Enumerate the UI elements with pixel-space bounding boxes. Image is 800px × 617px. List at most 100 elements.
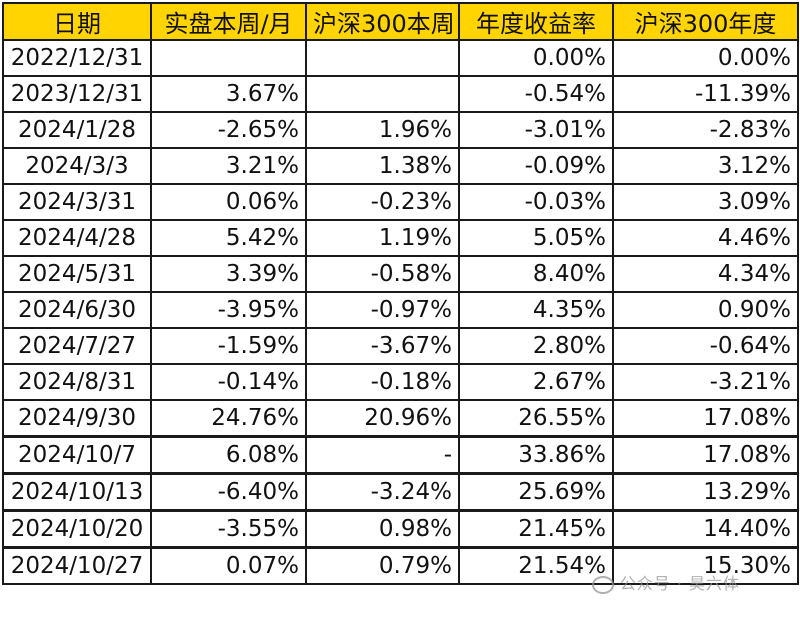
table-row: 2024/1/28 -2.65% 1.96% -3.01% -2.83% bbox=[2, 111, 799, 149]
wechat-icon bbox=[591, 575, 614, 594]
date-cell: 2024/10/27 bbox=[2, 546, 152, 585]
table-row: 2024/3/3 3.21% 1.38% -0.09% 3.12% bbox=[2, 147, 799, 185]
annual-return-cell: 5.05% bbox=[458, 219, 614, 257]
annual-return-cell: -0.54% bbox=[458, 75, 614, 113]
date-cell: 2024/10/7 bbox=[2, 435, 152, 475]
weekly-return-cell: 0.06% bbox=[150, 183, 307, 221]
csi300-annual-cell: 4.34% bbox=[612, 255, 799, 293]
date-cell: 2024/10/13 bbox=[2, 472, 152, 512]
csi300-weekly-cell: -3.67% bbox=[305, 327, 460, 365]
csi300-annual-cell: -2.83% bbox=[612, 111, 799, 149]
weekly-return-cell: -3.95% bbox=[150, 291, 307, 329]
date-cell: 2024/6/30 bbox=[2, 291, 152, 329]
annual-return-cell: 2.67% bbox=[458, 363, 614, 401]
date-cell: 2024/8/31 bbox=[2, 363, 152, 401]
date-cell: 2024/3/3 bbox=[2, 147, 152, 185]
weekly-return-cell: 0.07% bbox=[150, 546, 307, 585]
weekly-return-cell: 24.76% bbox=[150, 399, 307, 438]
csi300-weekly-cell: 1.19% bbox=[305, 219, 460, 257]
watermark-text: 公众号 · 昊六体 bbox=[619, 574, 740, 593]
annual-return-cell: 26.55% bbox=[458, 399, 614, 438]
table-row: 2024/10/7 6.08% -33.86% 17.08% bbox=[2, 435, 799, 475]
annual-return-cell: 33.86% bbox=[458, 435, 614, 475]
annual-return-cell: 2.80% bbox=[458, 327, 614, 365]
csi300-annual-cell: -0.64% bbox=[612, 327, 799, 365]
csi300-weekly-cell: 0.98% bbox=[305, 509, 460, 549]
annual-return-cell: -0.09% bbox=[458, 147, 614, 185]
date-cell: 2024/4/28 bbox=[2, 219, 152, 257]
date-cell: 2022/12/31 bbox=[2, 39, 152, 77]
csi300-weekly-cell: 20.96% bbox=[305, 399, 460, 438]
watermark: 公众号 · 昊六体 bbox=[591, 570, 740, 594]
csi300-weekly-cell: 0.79% bbox=[305, 546, 460, 585]
annual-return-cell: 21.54% bbox=[458, 546, 614, 585]
csi300-annual-cell: 17.08% bbox=[612, 399, 799, 438]
table-row: 2024/3/31 0.06% -0.23% -0.03% 3.09% bbox=[2, 183, 799, 221]
weekly-return-cell bbox=[150, 39, 307, 77]
annual-return-cell: 21.45% bbox=[458, 509, 614, 549]
table-row: 2023/12/31 3.67% -0.54% -11.39% bbox=[2, 75, 799, 113]
date-cell: 2024/5/31 bbox=[2, 255, 152, 293]
table-row: 2024/8/31 -0.14% -0.18% 2.67% -3.21% bbox=[2, 363, 799, 401]
table-row: 2022/12/31 0.00% 0.00% bbox=[2, 39, 799, 77]
weekly-return-cell: 6.08% bbox=[150, 435, 307, 475]
weekly-return-cell: 3.21% bbox=[150, 147, 307, 185]
csi300-annual-cell: 15.30% bbox=[612, 546, 799, 585]
header-csi300-weekly: 沪深300本周 bbox=[305, 2, 460, 41]
csi300-annual-cell: 0.90% bbox=[612, 291, 799, 329]
csi300-weekly-cell: 1.96% bbox=[305, 111, 460, 149]
csi300-annual-cell: -11.39% bbox=[612, 75, 799, 113]
annual-return-cell: -0.03% bbox=[458, 183, 614, 221]
table-row: 2024/10/27 0.07% 0.79% 21.54% 15.30% bbox=[2, 546, 799, 585]
weekly-return-cell: 3.39% bbox=[150, 255, 307, 293]
csi300-weekly-cell: -0.18% bbox=[305, 363, 460, 401]
table-row: 2024/7/27 -1.59% -3.67% 2.80% -0.64% bbox=[2, 327, 799, 365]
weekly-return-cell: -0.14% bbox=[150, 363, 307, 401]
csi300-weekly-cell bbox=[305, 75, 460, 113]
returns-table: 日期 实盘本周/月 沪深300本周 年度收益率 沪深300年度 2022/12/… bbox=[2, 2, 799, 585]
header-row: 日期 实盘本周/月 沪深300本周 年度收益率 沪深300年度 bbox=[2, 2, 799, 41]
header-annual-return: 年度收益率 bbox=[458, 2, 614, 41]
header-csi300-annual: 沪深300年度 bbox=[612, 2, 799, 41]
csi300-weekly-cell: -0.58% bbox=[305, 255, 460, 293]
csi300-weekly-cell bbox=[305, 39, 460, 77]
date-cell: 2023/12/31 bbox=[2, 75, 152, 113]
table-row: 2024/5/31 3.39% -0.58% 8.40% 4.34% bbox=[2, 255, 799, 293]
annual-return-cell: 25.69% bbox=[458, 472, 614, 512]
annual-return-cell: 0.00% bbox=[458, 39, 614, 77]
date-cell: 2024/7/27 bbox=[2, 327, 152, 365]
csi300-annual-cell: 17.08% bbox=[612, 435, 799, 475]
date-cell: 2024/9/30 bbox=[2, 399, 152, 438]
weekly-return-cell: -6.40% bbox=[150, 472, 307, 512]
table-body: 2022/12/31 0.00% 0.00% 2023/12/31 3.67% -0.54… bbox=[2, 39, 799, 585]
table-row: 2024/10/13 -6.40% -3.24% 25.69% 13.29% bbox=[2, 472, 799, 512]
weekly-return-cell: 5.42% bbox=[150, 219, 307, 257]
weekly-return-cell: 3.67% bbox=[150, 75, 307, 113]
csi300-annual-cell: -3.21% bbox=[612, 363, 799, 401]
table-row: 2024/10/20 -3.55% 0.98% 21.45% 14.40% bbox=[2, 509, 799, 549]
annual-return-cell: 4.35% bbox=[458, 291, 614, 329]
header-weekly-return: 实盘本周/月 bbox=[150, 2, 307, 41]
header-date: 日期 bbox=[2, 2, 152, 41]
csi300-weekly-cell: - bbox=[305, 435, 460, 475]
csi300-weekly-cell: -0.23% bbox=[305, 183, 460, 221]
csi300-annual-cell: 4.46% bbox=[612, 219, 799, 257]
csi300-annual-cell: 3.09% bbox=[612, 183, 799, 221]
annual-return-cell: 8.40% bbox=[458, 255, 614, 293]
table-row: 2024/6/30 -3.95% -0.97% 4.35% 0.90% bbox=[2, 291, 799, 329]
table-row: 2024/9/30 24.76% 20.96% 26.55% 17.08% bbox=[2, 399, 799, 438]
date-cell: 2024/1/28 bbox=[2, 111, 152, 149]
weekly-return-cell: -1.59% bbox=[150, 327, 307, 365]
csi300-weekly-cell: 1.38% bbox=[305, 147, 460, 185]
csi300-annual-cell: 14.40% bbox=[612, 509, 799, 549]
weekly-return-cell: -3.55% bbox=[150, 509, 307, 549]
csi300-weekly-cell: -0.97% bbox=[305, 291, 460, 329]
annual-return-cell: -3.01% bbox=[458, 111, 614, 149]
csi300-annual-cell: 3.12% bbox=[612, 147, 799, 185]
csi300-annual-cell: 13.29% bbox=[612, 472, 799, 512]
csi300-annual-cell: 0.00% bbox=[612, 39, 799, 77]
table-row: 2024/4/28 5.42% 1.19% 5.05% 4.46% bbox=[2, 219, 799, 257]
date-cell: 2024/3/31 bbox=[2, 183, 152, 221]
csi300-weekly-cell: -3.24% bbox=[305, 472, 460, 512]
weekly-return-cell: -2.65% bbox=[150, 111, 307, 149]
